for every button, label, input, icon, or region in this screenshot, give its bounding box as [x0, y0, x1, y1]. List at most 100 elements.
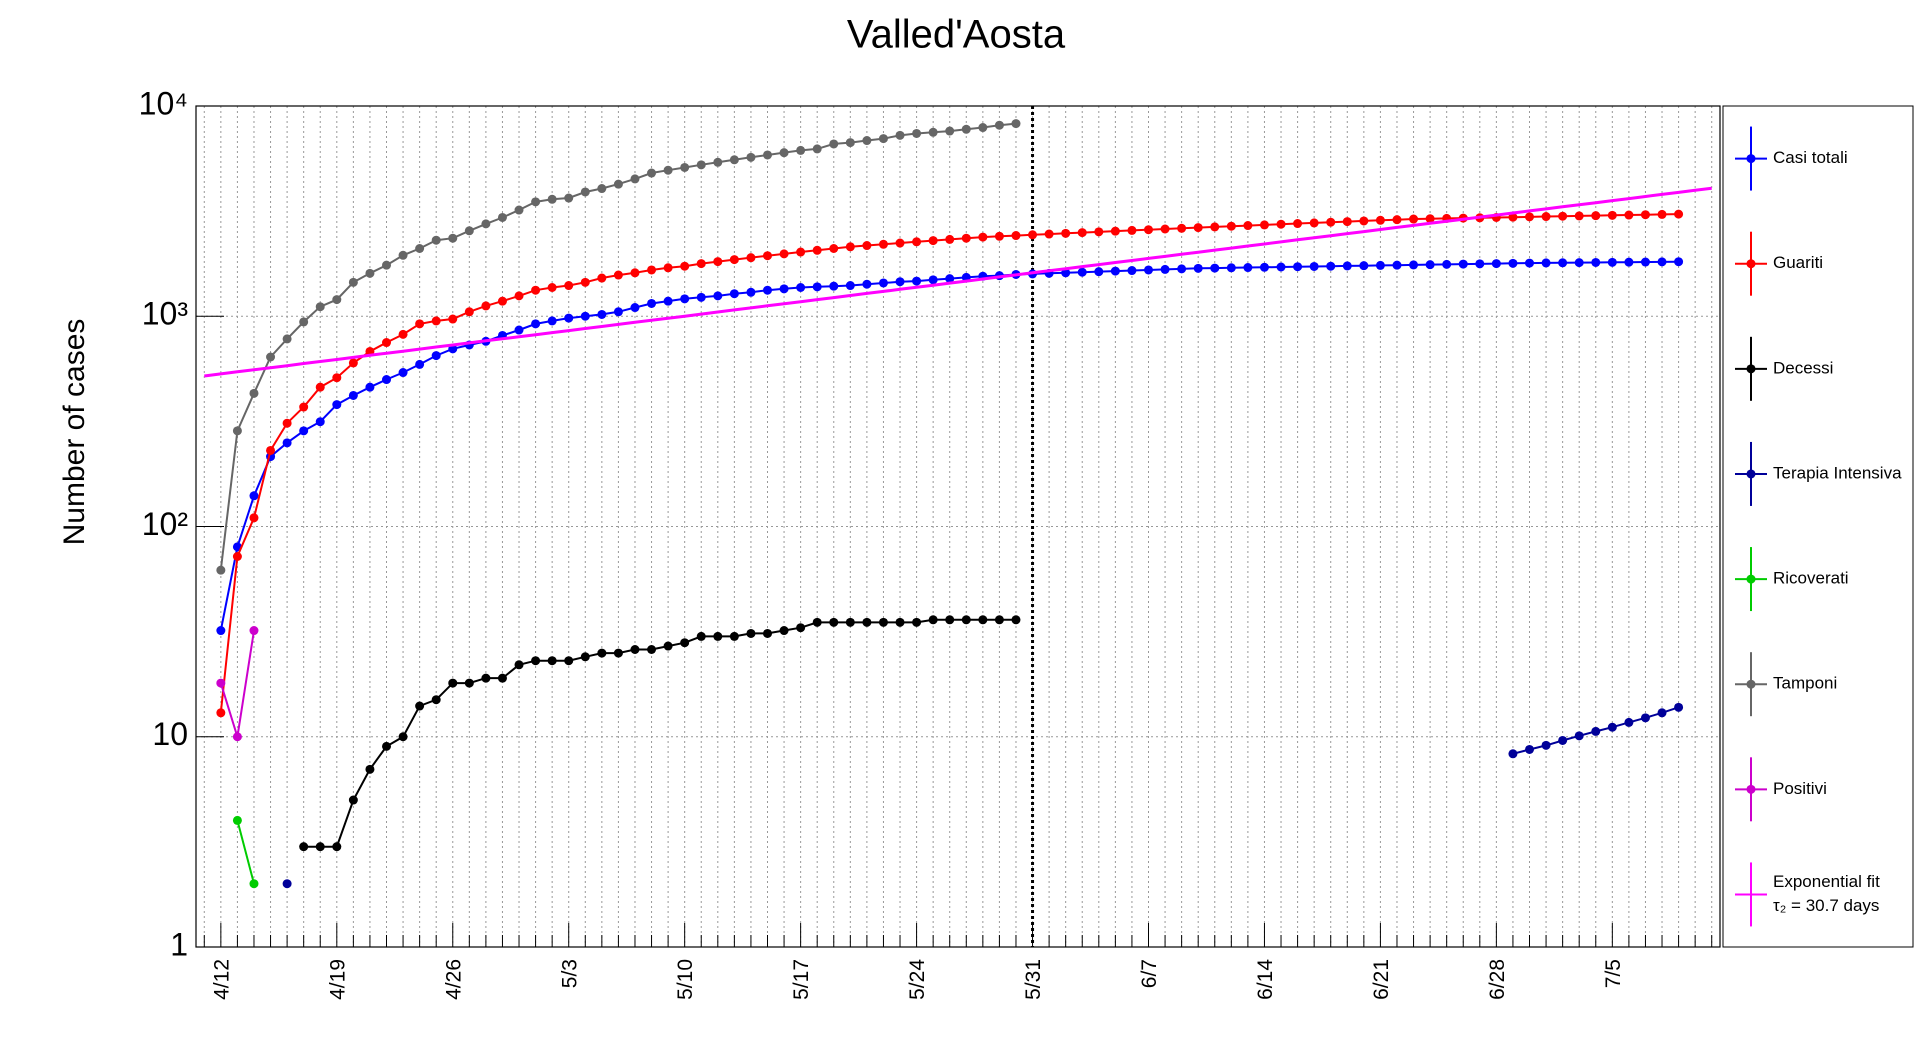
data-point	[1061, 268, 1071, 278]
data-point	[630, 174, 640, 184]
data-point	[630, 303, 640, 313]
data-point	[1574, 211, 1584, 221]
x-tick-label: 4/26	[442, 959, 465, 1000]
y-axis-title: Number of cases	[58, 319, 91, 546]
data-point	[1491, 259, 1501, 269]
data-point	[315, 417, 325, 427]
data-point	[1077, 267, 1087, 277]
data-point	[514, 291, 524, 301]
data-point	[249, 388, 259, 398]
data-point	[994, 120, 1004, 130]
data-point	[763, 628, 772, 638]
data-point	[1674, 702, 1684, 712]
data-point	[1591, 257, 1601, 267]
data-point	[580, 652, 590, 662]
data-point	[696, 631, 706, 641]
data-point	[531, 197, 541, 207]
data-point	[663, 263, 673, 273]
data-point	[613, 648, 623, 658]
data-point	[779, 148, 789, 158]
y-tick-label: 10²	[142, 506, 189, 542]
data-point	[862, 279, 872, 289]
data-point	[1674, 209, 1684, 219]
data-point	[713, 631, 723, 641]
x-tick-label: 5/24	[906, 959, 929, 1000]
data-point	[547, 194, 557, 204]
data-point	[1508, 749, 1518, 759]
x-tick-label: 6/14	[1254, 959, 1277, 1000]
data-point	[365, 382, 375, 392]
data-point	[1193, 263, 1203, 273]
data-point	[547, 316, 557, 326]
data-point	[282, 438, 292, 448]
data-point	[829, 244, 839, 254]
data-point	[928, 236, 938, 246]
data-point	[299, 426, 309, 436]
data-point	[514, 660, 524, 670]
data-point	[1011, 615, 1021, 625]
legend-symbol	[1746, 574, 1756, 584]
x-tick-label: 7/5	[1602, 959, 1625, 988]
data-point	[978, 232, 988, 242]
data-point	[1144, 225, 1153, 235]
data-point	[912, 617, 922, 627]
data-point	[1607, 257, 1617, 267]
data-point	[663, 296, 673, 306]
data-point	[1541, 740, 1551, 750]
data-point	[1326, 261, 1336, 271]
data-point	[431, 695, 441, 705]
data-point	[398, 329, 408, 339]
legend-label: Terapia Intensiva	[1773, 463, 1902, 482]
data-point	[945, 234, 955, 244]
data-point	[878, 239, 888, 249]
data-point	[663, 641, 673, 651]
y-tick-label: 10	[152, 716, 188, 752]
data-point	[862, 241, 872, 251]
data-point	[994, 231, 1004, 241]
legend-label: Guariti	[1773, 253, 1823, 272]
data-point	[663, 165, 673, 175]
data-point	[613, 179, 623, 189]
data-point	[928, 275, 938, 285]
data-point	[1276, 219, 1286, 229]
data-point	[862, 617, 872, 627]
x-tick-label: 5/3	[558, 959, 581, 988]
data-point	[845, 281, 855, 291]
data-point	[696, 160, 706, 170]
data-point	[895, 617, 905, 627]
data-point	[763, 285, 772, 295]
data-point	[912, 276, 922, 286]
data-point	[398, 250, 408, 260]
data-point	[1326, 217, 1336, 227]
data-point	[1160, 264, 1170, 274]
data-point	[1259, 220, 1269, 230]
data-point	[481, 219, 491, 229]
data-point	[1226, 221, 1236, 231]
legend-label: τ₂ = 30.7 days	[1773, 896, 1879, 915]
data-point	[1508, 258, 1518, 268]
data-point	[845, 242, 855, 252]
data-point	[713, 291, 723, 301]
data-point	[266, 352, 276, 362]
data-point	[464, 307, 474, 317]
x-tick-label: 4/12	[210, 959, 233, 1000]
data-point	[961, 233, 971, 243]
data-point	[1293, 262, 1303, 272]
data-point	[564, 193, 574, 203]
data-point	[1127, 266, 1137, 276]
data-point	[1409, 260, 1419, 270]
data-point	[696, 259, 706, 269]
data-point	[845, 617, 855, 627]
data-point	[448, 314, 458, 324]
data-point	[216, 626, 226, 636]
data-point	[1044, 229, 1054, 239]
data-point	[299, 402, 309, 412]
data-point	[531, 319, 541, 329]
data-point	[1657, 257, 1667, 267]
legend-symbol	[1746, 154, 1756, 164]
data-point	[1243, 263, 1253, 273]
data-point	[829, 617, 839, 627]
data-point	[597, 273, 607, 283]
data-point	[647, 298, 657, 308]
x-tick-label: 5/17	[790, 959, 813, 1000]
